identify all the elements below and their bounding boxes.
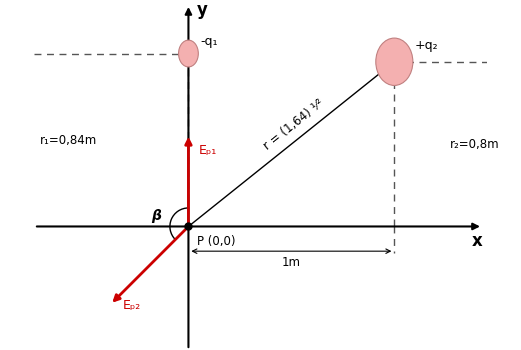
Text: β: β	[152, 209, 162, 223]
Text: Eₚ₁: Eₚ₁	[199, 145, 217, 158]
Text: P (0,0): P (0,0)	[196, 235, 235, 248]
Text: 1m: 1m	[282, 256, 301, 268]
Text: -q₁: -q₁	[201, 35, 218, 48]
Text: r₁=0,84m: r₁=0,84m	[40, 133, 97, 147]
Text: y: y	[196, 1, 207, 19]
Text: x: x	[472, 232, 482, 250]
Text: r₂=0,8m: r₂=0,8m	[450, 138, 500, 150]
Ellipse shape	[179, 40, 199, 67]
Ellipse shape	[376, 38, 413, 85]
Text: r = (1,64) ¹⁄²: r = (1,64) ¹⁄²	[261, 97, 326, 153]
Text: Eₚ₂: Eₚ₂	[122, 299, 141, 312]
Text: +q₂: +q₂	[415, 40, 439, 52]
